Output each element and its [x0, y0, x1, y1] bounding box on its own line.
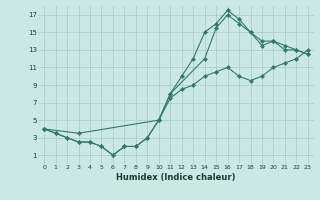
X-axis label: Humidex (Indice chaleur): Humidex (Indice chaleur)	[116, 173, 236, 182]
